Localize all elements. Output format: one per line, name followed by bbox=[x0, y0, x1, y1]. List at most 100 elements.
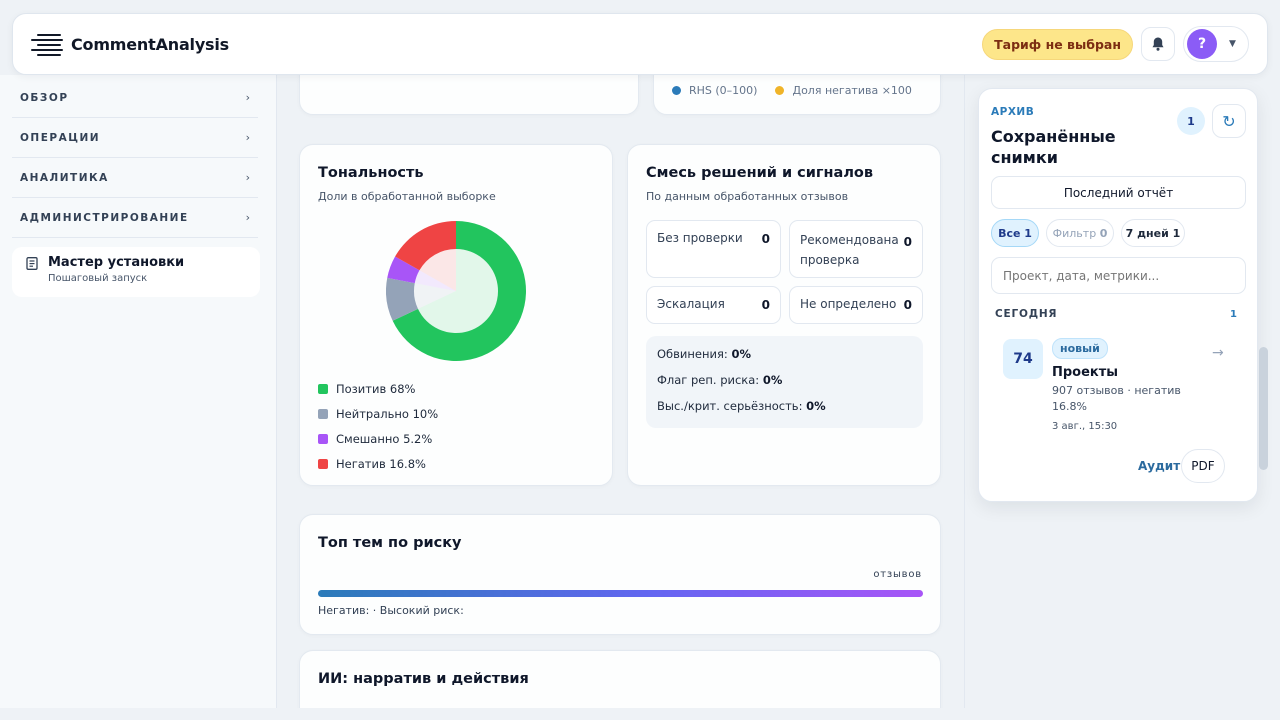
rhs-chart-card-partial: RHS (0–100) Доля негатива ×100 bbox=[653, 75, 941, 115]
card-title: Смесь решений и сигналов bbox=[646, 165, 874, 181]
donut-slice-1[interactable] bbox=[392, 221, 526, 361]
group-label: СЕГОДНЯ bbox=[995, 308, 1058, 320]
legend-label: Позитив 68% bbox=[336, 382, 416, 397]
logo[interactable]: CommentAnalysis bbox=[31, 31, 229, 57]
signal-label: Флаг реп. риска: bbox=[657, 373, 763, 387]
decision-escalation: Эскалация 0 bbox=[646, 286, 781, 324]
decision-review-recommended: Рекомендована проверка 0 bbox=[789, 220, 923, 278]
last-report-button[interactable]: Последний отчёт bbox=[991, 176, 1246, 209]
legend-item-neutral: Нейтрально 10% bbox=[318, 402, 438, 427]
signal-row: Выс./крит. серьёзность: 0% bbox=[657, 399, 912, 425]
donut-slice-4[interactable] bbox=[395, 221, 456, 271]
donut-inner-wedge bbox=[414, 283, 456, 309]
snapshot-meta: 907 отзывов · негатив 16.8% bbox=[1052, 384, 1181, 413]
signal-label: Выс./крит. серьёзность: bbox=[657, 399, 807, 413]
signal-row: Обвинения: 0% bbox=[657, 347, 912, 373]
card-title: Топ тем по риску bbox=[318, 535, 462, 551]
card-subtitle: Доли в обработанной выборке bbox=[318, 190, 496, 203]
chip-label: Все bbox=[998, 226, 1021, 240]
snapshot-score: 74 bbox=[1003, 339, 1043, 379]
audit-link[interactable]: Аудит bbox=[1138, 459, 1181, 473]
panel-divider bbox=[964, 75, 965, 708]
chip-count: 0 bbox=[1099, 226, 1108, 240]
group-header-today: СЕГОДНЯ 1 bbox=[991, 305, 1237, 323]
refresh-button[interactable]: ↻ bbox=[1212, 104, 1246, 138]
sidebar: ОБЗОР › ОПЕРАЦИИ › АНАЛИТИКА › АДМИНИСТР… bbox=[0, 75, 277, 708]
logo-icon bbox=[31, 31, 63, 57]
signal-value: 0% bbox=[731, 347, 751, 361]
decision-value: 0 bbox=[903, 235, 912, 249]
chip-label: Фильтр bbox=[1052, 226, 1097, 240]
signal-row: Флаг реп. риска: 0% bbox=[657, 373, 912, 399]
legend-item: RHS (0–100) bbox=[672, 84, 757, 97]
sentiment-donut-chart bbox=[386, 221, 526, 361]
chip-count: 1 bbox=[1024, 226, 1032, 240]
decision-label: Рекомендована проверка bbox=[800, 233, 899, 267]
legend-label: Негатив 16.8% bbox=[336, 456, 426, 471]
legend-label: Смешанно 5.2% bbox=[336, 431, 433, 446]
legend-swatch bbox=[318, 458, 328, 469]
decision-value: 0 bbox=[761, 232, 770, 246]
snapshot-item[interactable]: 74 новый Проекты 907 отзывов · негатив 1… bbox=[991, 329, 1246, 489]
notifications-button[interactable] bbox=[1141, 27, 1175, 61]
wizard-title: Мастер установки bbox=[48, 255, 185, 270]
donut-inner-wedge bbox=[417, 249, 498, 333]
rhs-chart-legend: RHS (0–100) Доля негатива ×100 bbox=[672, 84, 912, 97]
sentiment-legend: Позитив 68% Нейтрально 10% Смешанно 5.2%… bbox=[318, 377, 438, 476]
card-subtitle: По данным обработанных отзывов bbox=[646, 190, 849, 203]
filter-chip-filter[interactable]: Фильтр 0 bbox=[1046, 219, 1114, 247]
new-badge: новый bbox=[1052, 338, 1108, 359]
legend-item: Доля негатива ×100 bbox=[775, 84, 912, 97]
archive-title: Сохранённые снимки bbox=[991, 127, 1116, 167]
sidebar-section-label: АДМИНИСТРИРОВАНИЕ bbox=[20, 211, 189, 224]
signal-label: Обвинения: bbox=[657, 347, 732, 361]
legend-swatch bbox=[672, 86, 681, 95]
risk-unit-label: отзывов bbox=[873, 569, 922, 580]
tariff-badge[interactable]: Тариф не выбран bbox=[982, 28, 1133, 60]
signal-value: 0% bbox=[806, 399, 826, 413]
chevron-right-icon: › bbox=[245, 171, 250, 184]
sidebar-section-analytics[interactable]: АНАЛИТИКА › bbox=[12, 158, 258, 198]
avatar: ? bbox=[1187, 29, 1217, 59]
donut-inner-wedge bbox=[414, 270, 456, 291]
archive-panel: АРХИВ Сохранённые снимки 1 ↻ Последний о… bbox=[978, 88, 1258, 502]
chip-count: 1 bbox=[1172, 226, 1181, 240]
decision-value: 0 bbox=[761, 298, 770, 312]
legend-label: Доля негатива ×100 bbox=[792, 84, 912, 97]
donut-slice-3[interactable] bbox=[387, 256, 420, 284]
decision-label: Не определено bbox=[800, 297, 897, 311]
book-icon bbox=[26, 257, 38, 270]
refresh-icon: ↻ bbox=[1222, 111, 1236, 131]
chip-label: 7 дней bbox=[1125, 226, 1169, 240]
legend-swatch bbox=[318, 409, 328, 420]
sidebar-section-operations[interactable]: ОПЕРАЦИИ › bbox=[12, 118, 258, 158]
page-scrollbar[interactable] bbox=[1259, 347, 1268, 470]
arrow-right-icon[interactable]: → bbox=[1212, 345, 1224, 361]
sidebar-section-label: ОБЗОР bbox=[20, 91, 69, 104]
sidebar-section-label: АНАЛИТИКА bbox=[20, 171, 109, 184]
donut-slice-2[interactable] bbox=[386, 277, 418, 321]
sidebar-section-administration[interactable]: АДМИНИСТРИРОВАНИЕ › bbox=[12, 198, 258, 238]
filter-chip-7-days[interactable]: 7 дней 1 bbox=[1121, 219, 1185, 247]
signal-value: 0% bbox=[762, 373, 783, 387]
decision-undefined: Не определено 0 bbox=[789, 286, 923, 324]
archive-search-input[interactable] bbox=[991, 257, 1246, 294]
main-content: RHS (0–100) Доля негатива ×100 Тональнос… bbox=[277, 75, 965, 708]
snapshot-title: Проекты bbox=[1052, 365, 1119, 380]
decisions-card: Смесь решений и сигналов По данным обраб… bbox=[627, 144, 941, 486]
ai-narrative-card: ИИ: нарратив и действия bbox=[299, 650, 941, 708]
risk-topics-card: Топ тем по риску отзывов Негатив: · Высо… bbox=[299, 514, 941, 635]
legend-label: RHS (0–100) bbox=[689, 84, 758, 97]
user-menu-button[interactable]: ? ▼ bbox=[1183, 26, 1249, 62]
setup-wizard-item[interactable]: Мастер установки Пошаговый запуск bbox=[12, 247, 260, 297]
legend-swatch bbox=[318, 433, 328, 444]
risk-topic-bar[interactable] bbox=[318, 590, 923, 597]
filter-chip-all[interactable]: Все 1 bbox=[991, 219, 1039, 247]
risk-topic-footer: Негатив: · Высокий риск: bbox=[318, 604, 464, 617]
signals-box: Обвинения: 0% Флаг реп. риска: 0% Выс./к… bbox=[646, 336, 923, 428]
archive-tag: АРХИВ bbox=[991, 106, 1035, 118]
decision-label: Эскалация bbox=[657, 297, 725, 311]
decision-no-review: Без проверки 0 bbox=[646, 220, 781, 278]
pdf-button[interactable]: PDF bbox=[1181, 449, 1225, 483]
sidebar-section-overview[interactable]: ОБЗОР › bbox=[12, 78, 258, 118]
